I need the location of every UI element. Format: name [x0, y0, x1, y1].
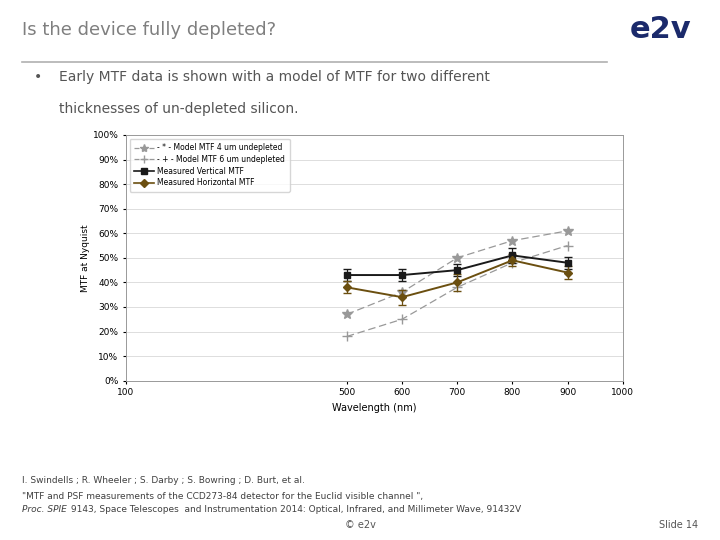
Text: 9143, Space Telescopes  and Instrumentation 2014: Optical, Infrared, and Millime: 9143, Space Telescopes and Instrumentati… — [68, 505, 521, 514]
Text: thicknesses of un-depleted silicon.: thicknesses of un-depleted silicon. — [59, 103, 298, 117]
Legend: - * - Model MTF 4 um undepleted, - + - Model MTF 6 um undepleted, Measured Verti: - * - Model MTF 4 um undepleted, - + - M… — [130, 139, 289, 192]
Text: "MTF and PSF measurements of the CCD273-84 detector for the Euclid visible chann: "MTF and PSF measurements of the CCD273-… — [22, 492, 426, 502]
Text: Slide 14: Slide 14 — [660, 520, 698, 530]
Y-axis label: MTF at Nyquist: MTF at Nyquist — [81, 224, 90, 292]
Text: © e2v: © e2v — [345, 520, 375, 530]
Text: I. Swindells ; R. Wheeler ; S. Darby ; S. Bowring ; D. Burt, et al.: I. Swindells ; R. Wheeler ; S. Darby ; S… — [22, 476, 305, 485]
Text: Is the device fully depleted?: Is the device fully depleted? — [22, 21, 276, 39]
Text: •: • — [34, 70, 42, 84]
Text: Proc. SPIE: Proc. SPIE — [22, 505, 66, 514]
Text: e2v: e2v — [630, 15, 692, 44]
X-axis label: Wavelength (nm): Wavelength (nm) — [332, 403, 417, 413]
Text: Early MTF data is shown with a model of MTF for two different: Early MTF data is shown with a model of … — [59, 70, 490, 84]
